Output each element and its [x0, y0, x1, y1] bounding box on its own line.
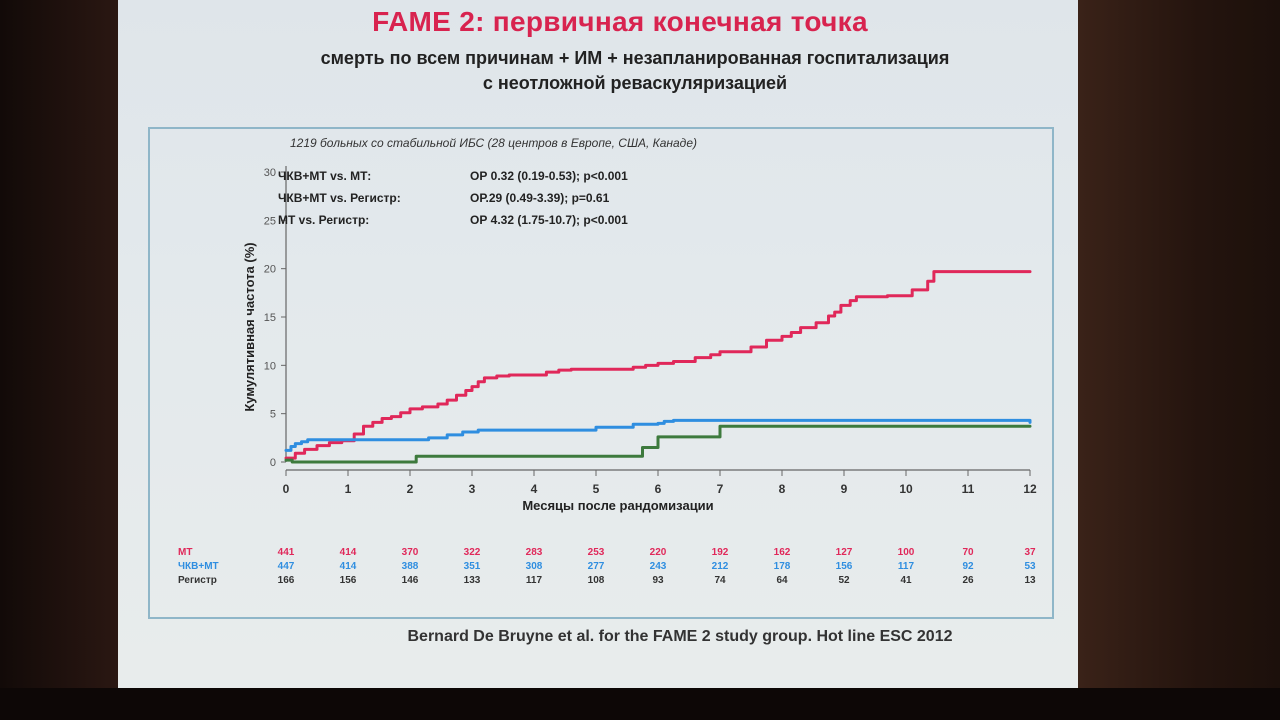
x-tick-label: 3	[469, 482, 476, 496]
at-risk-value: 13	[1024, 575, 1036, 586]
at-risk-value: 100	[898, 547, 915, 558]
at-risk-row-label: Регистр	[178, 575, 217, 586]
x-tick-label: 9	[841, 482, 848, 496]
at-risk-value: 178	[774, 561, 791, 572]
y-axis-label: Кумулятивная частота (%)	[242, 242, 257, 411]
at-risk-value: 133	[464, 575, 481, 586]
x-tick-label: 4	[531, 482, 538, 496]
at-risk-value: 117	[898, 561, 915, 572]
background-left	[0, 0, 118, 720]
citation-footer: Bernard De Bruyne et al. for the FAME 2 …	[407, 628, 953, 645]
at-risk-value: 156	[340, 575, 357, 586]
at-risk-row-label: ЧКВ+МТ	[178, 561, 219, 572]
at-risk-value: 93	[652, 575, 664, 586]
x-tick-label: 10	[899, 482, 913, 496]
y-tick-label: 30	[264, 167, 276, 179]
at-risk-value: 64	[776, 575, 788, 586]
at-risk-value: 52	[838, 575, 850, 586]
at-risk-value: 441	[278, 547, 295, 558]
y-tick-label: 10	[264, 360, 276, 372]
at-risk-value: 283	[526, 547, 543, 558]
at-risk-value: 70	[962, 547, 974, 558]
at-risk-value: 447	[278, 561, 295, 572]
x-tick-label: 0	[283, 482, 290, 496]
km-chart: 1219 больных со стабильной ИБС (28 центр…	[178, 136, 1037, 586]
series-line-mt	[284, 270, 1032, 460]
x-tick-label: 6	[655, 482, 662, 496]
series-line-pci-mt	[284, 418, 1032, 452]
y-tick-label: 5	[270, 409, 276, 421]
y-tick-label: 25	[264, 215, 276, 227]
y-tick-label: 20	[264, 264, 276, 276]
at-risk-value: 322	[464, 547, 481, 558]
at-risk-value: 308	[526, 561, 543, 572]
stat-value: ОР 4.32 (1.75-10.7); p<0.001	[470, 213, 628, 227]
stat-value: ОР.29 (0.49-3.39); p=0.61	[470, 191, 610, 205]
at-risk-value: 220	[650, 547, 667, 558]
at-risk-value: 253	[588, 547, 605, 558]
slide-title: FAME 2: первичная конечная точка	[372, 6, 868, 37]
at-risk-value: 414	[340, 547, 357, 558]
x-tick-label: 7	[717, 482, 724, 496]
at-risk-value: 162	[774, 547, 791, 558]
presentation-slide: FAME 2: первичная конечная точка смерть …	[118, 0, 1078, 688]
at-risk-value: 192	[712, 547, 729, 558]
x-tick-label: 11	[962, 482, 975, 496]
at-risk-value: 243	[650, 561, 667, 572]
stat-label: ЧКВ+МТ vs. МТ:	[278, 169, 371, 183]
series-line-registry	[284, 424, 1032, 464]
x-tick-label: 1	[345, 482, 352, 496]
at-risk-value: 26	[962, 575, 974, 586]
at-risk-value: 212	[712, 561, 729, 572]
at-risk-value: 108	[588, 575, 605, 586]
at-risk-value: 166	[278, 575, 295, 586]
at-risk-value: 277	[588, 561, 605, 572]
at-risk-value: 351	[464, 561, 481, 572]
at-risk-value: 388	[402, 561, 419, 572]
at-risk-value: 53	[1024, 561, 1036, 572]
at-risk-value: 37	[1024, 547, 1036, 558]
at-risk-value: 156	[836, 561, 853, 572]
x-tick-label: 5	[593, 482, 600, 496]
stat-value: ОР 0.32 (0.19-0.53); p<0.001	[470, 169, 628, 183]
slide-subtitle-line-1: смерть по всем причинам + ИМ + незаплани…	[320, 48, 950, 68]
at-risk-value: 414	[340, 561, 357, 572]
x-tick-label: 2	[407, 482, 414, 496]
at-risk-value: 127	[836, 547, 853, 558]
at-risk-row-label: МТ	[178, 547, 192, 558]
stat-label: ЧКВ+МТ vs. Регистр:	[278, 191, 401, 205]
x-tick-label: 8	[779, 482, 786, 496]
slide-subtitle-line-2: с неотложной реваскуляризацией	[482, 73, 788, 93]
slide-subtitle: смерть по всем причинам + ИМ + незаплани…	[118, 46, 1078, 96]
at-risk-value: 370	[402, 547, 419, 558]
x-tick-label: 12	[1023, 482, 1037, 496]
x-axis-label: Месяцы после рандомизации	[522, 498, 713, 513]
at-risk-value: 74	[714, 575, 726, 586]
background-bottom	[0, 688, 1280, 720]
at-risk-value: 146	[402, 575, 419, 586]
chart-note: 1219 больных со стабильной ИБС (28 центр…	[290, 136, 697, 150]
at-risk-value: 117	[526, 575, 543, 586]
at-risk-value: 41	[900, 575, 912, 586]
chart-frame: 1219 больных со стабильной ИБС (28 центр…	[148, 127, 1054, 619]
background-right	[1078, 0, 1280, 720]
y-tick-label: 0	[270, 457, 276, 469]
y-tick-label: 15	[264, 312, 276, 324]
stat-label: МТ vs. Регистр:	[278, 213, 369, 227]
at-risk-value: 92	[962, 561, 974, 572]
